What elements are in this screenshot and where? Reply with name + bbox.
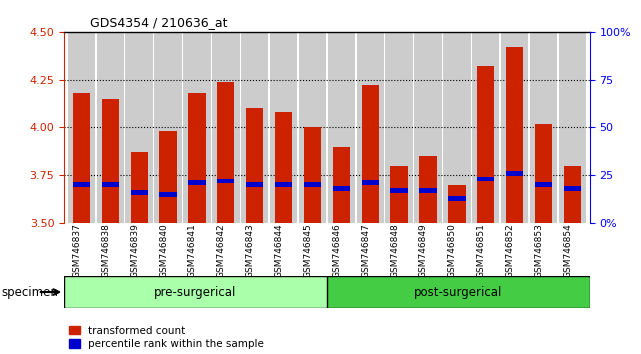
Bar bbox=[328, 32, 355, 223]
Text: GSM746841: GSM746841 bbox=[188, 223, 197, 278]
Text: GSM746848: GSM746848 bbox=[390, 223, 399, 278]
Text: GSM746845: GSM746845 bbox=[303, 223, 312, 278]
Bar bbox=[212, 32, 240, 223]
Bar bbox=[73, 182, 90, 187]
Bar bbox=[333, 186, 350, 191]
Text: GSM746842: GSM746842 bbox=[217, 223, 226, 278]
Text: specimen: specimen bbox=[1, 286, 58, 298]
Bar bbox=[530, 32, 557, 223]
Bar bbox=[97, 32, 124, 223]
Bar bbox=[217, 178, 235, 183]
Text: post-surgerical: post-surgerical bbox=[414, 286, 503, 298]
Legend: transformed count, percentile rank within the sample: transformed count, percentile rank withi… bbox=[69, 326, 264, 349]
Bar bbox=[563, 166, 581, 223]
Bar bbox=[443, 32, 470, 223]
Text: pre-surgerical: pre-surgerical bbox=[154, 286, 237, 298]
Text: GSM746838: GSM746838 bbox=[101, 223, 110, 278]
Bar bbox=[506, 47, 523, 223]
Bar bbox=[241, 32, 269, 223]
Text: GSM746839: GSM746839 bbox=[130, 223, 139, 278]
Bar bbox=[501, 32, 528, 223]
Bar bbox=[356, 32, 384, 223]
Bar bbox=[102, 99, 119, 223]
Bar bbox=[188, 93, 206, 223]
Text: GSM746851: GSM746851 bbox=[477, 223, 486, 278]
Bar bbox=[188, 181, 206, 185]
Bar bbox=[385, 32, 413, 223]
Text: GSM746843: GSM746843 bbox=[246, 223, 254, 278]
Bar bbox=[304, 182, 321, 187]
Bar bbox=[270, 32, 297, 223]
Bar bbox=[535, 124, 552, 223]
Bar bbox=[563, 186, 581, 191]
Bar bbox=[160, 131, 177, 223]
Text: GDS4354 / 210636_at: GDS4354 / 210636_at bbox=[90, 16, 228, 29]
Bar bbox=[390, 188, 408, 193]
Bar bbox=[68, 32, 95, 223]
Text: GSM746853: GSM746853 bbox=[535, 223, 544, 278]
Bar bbox=[419, 188, 437, 193]
Bar bbox=[477, 66, 494, 223]
Bar bbox=[131, 190, 148, 195]
Bar bbox=[73, 93, 90, 223]
Bar bbox=[477, 177, 494, 182]
Text: GSM746854: GSM746854 bbox=[563, 223, 572, 278]
Bar bbox=[126, 32, 153, 223]
Text: GSM746849: GSM746849 bbox=[419, 223, 428, 278]
Bar bbox=[246, 108, 263, 223]
Bar bbox=[154, 32, 182, 223]
Bar bbox=[327, 276, 590, 308]
Text: GSM746846: GSM746846 bbox=[332, 223, 342, 278]
Bar bbox=[299, 32, 326, 223]
Text: GSM746844: GSM746844 bbox=[274, 223, 283, 278]
Bar bbox=[131, 152, 148, 223]
Bar bbox=[217, 81, 235, 223]
Bar bbox=[160, 192, 177, 197]
Bar bbox=[448, 185, 465, 223]
Bar bbox=[304, 127, 321, 223]
Bar bbox=[333, 147, 350, 223]
Text: GSM746847: GSM746847 bbox=[362, 223, 370, 278]
Bar bbox=[448, 196, 465, 201]
Bar bbox=[506, 171, 523, 176]
Bar bbox=[559, 32, 586, 223]
Text: GSM746850: GSM746850 bbox=[448, 223, 457, 278]
Bar bbox=[362, 85, 379, 223]
Bar bbox=[419, 156, 437, 223]
Bar bbox=[535, 182, 552, 187]
Bar bbox=[472, 32, 499, 223]
Bar bbox=[390, 166, 408, 223]
Text: GSM746837: GSM746837 bbox=[72, 223, 81, 278]
Bar bbox=[246, 182, 263, 187]
Text: GSM746852: GSM746852 bbox=[506, 223, 515, 278]
Bar bbox=[275, 182, 292, 187]
Bar bbox=[64, 276, 327, 308]
Bar bbox=[102, 182, 119, 187]
Text: GSM746840: GSM746840 bbox=[159, 223, 168, 278]
Bar bbox=[362, 181, 379, 185]
Bar bbox=[183, 32, 211, 223]
Bar bbox=[414, 32, 442, 223]
Bar bbox=[275, 112, 292, 223]
